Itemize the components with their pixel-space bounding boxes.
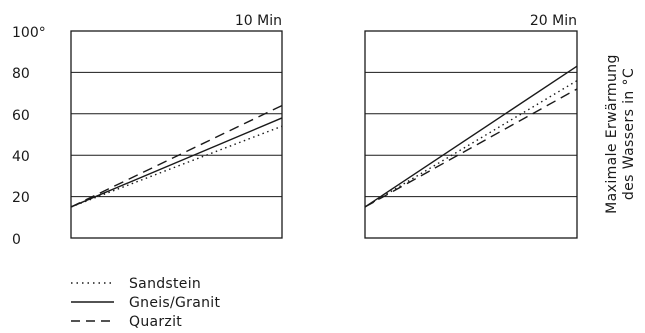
series-line-gneis xyxy=(364,65,578,208)
legend-item-quarzit: Quarzit xyxy=(71,314,182,330)
legend-label-sandstein: Sandstein xyxy=(129,276,201,292)
series-lines-10-min xyxy=(70,104,283,208)
grid-lines-10-min xyxy=(71,71,282,198)
legend-item-gneis-granit: Gneis/Granit xyxy=(71,295,220,311)
y-tick-label-40: 40 xyxy=(12,149,30,165)
panel-title-10-min: 10 Min xyxy=(235,13,282,29)
y-axis-label: Maximale Erwärmung des Wassers in °C xyxy=(604,54,637,214)
legend-item-sandstein: Sandstein xyxy=(71,276,201,292)
panel-20-min: 20 Min xyxy=(364,13,578,239)
panel-10-min: 10 Min xyxy=(70,13,283,239)
panel-frame-10-min xyxy=(70,30,283,239)
y-axis-label-line1: Maximale Erwärmung xyxy=(604,54,620,214)
legend-label-quarzit: Quarzit xyxy=(129,314,182,330)
y-tick-label-20: 20 xyxy=(12,190,30,206)
y-tick-label-0: 0 xyxy=(12,232,21,248)
series-lines-20-min xyxy=(364,65,578,208)
y-axis-label-line2: des Wassers in °C xyxy=(621,68,637,200)
series-line-sandstein xyxy=(364,80,578,208)
series-line-gneis xyxy=(70,117,283,208)
series-line-sandstein xyxy=(70,125,283,208)
series-line-quarzit xyxy=(364,88,578,208)
legend-label-gneis-granit: Gneis/Granit xyxy=(129,295,220,311)
legend: Sandstein Gneis/Granit Quarzit xyxy=(71,276,220,330)
panel-frame-20-min xyxy=(364,30,578,239)
y-tick-label-80: 80 xyxy=(12,66,30,82)
series-line-quarzit xyxy=(70,104,283,208)
grid-lines-20-min xyxy=(365,71,577,198)
y-tick-label-60: 60 xyxy=(12,108,30,124)
y-tick-label-100: 100° xyxy=(12,25,46,41)
panel-title-20-min: 20 Min xyxy=(530,13,577,29)
